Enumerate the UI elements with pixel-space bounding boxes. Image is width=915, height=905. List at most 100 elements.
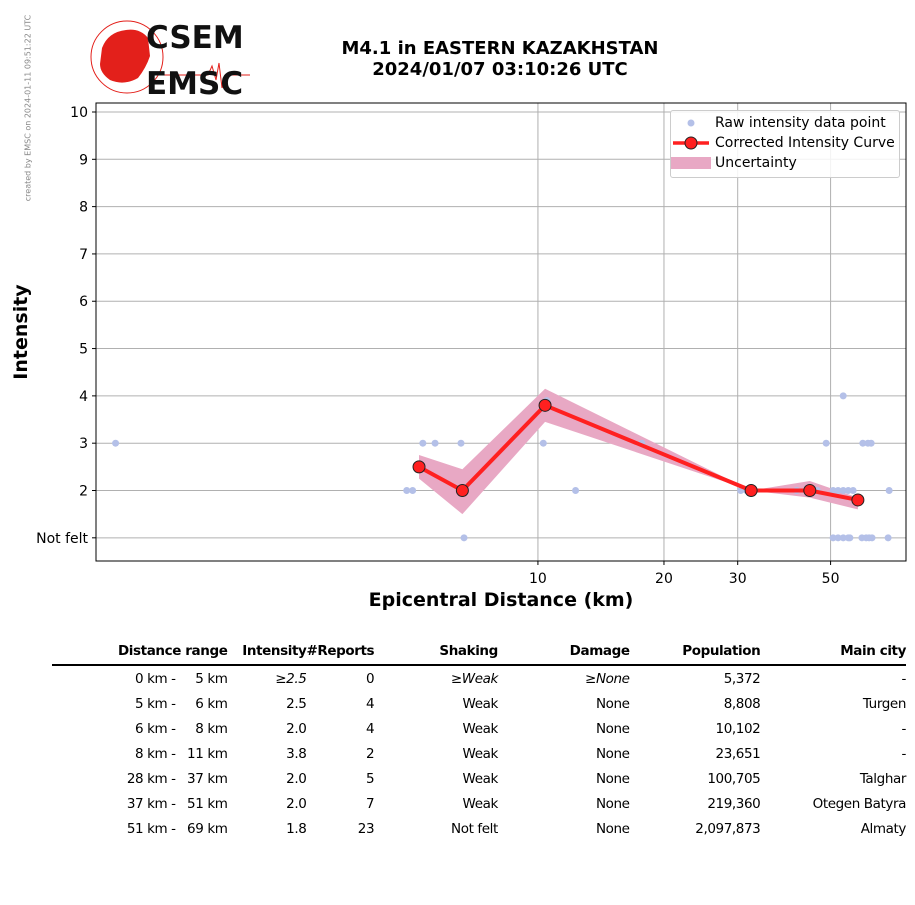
raw-data-point xyxy=(431,439,439,447)
column-header: #Reports xyxy=(306,640,375,666)
column-header: Main city xyxy=(760,640,906,666)
cell-reports: 2 xyxy=(365,745,375,762)
cell-city: Turgen xyxy=(862,695,907,712)
cell-intensity: 3.8 xyxy=(286,745,307,762)
cell-population: 8,808 xyxy=(723,695,761,712)
cell-to: 51 km xyxy=(187,795,228,812)
y-tick-label: 7 xyxy=(79,247,88,263)
cell-damage: None xyxy=(595,795,630,812)
corrected-intensity-point xyxy=(412,460,426,474)
cell-population: 219,360 xyxy=(707,795,761,812)
cell-damage: None xyxy=(595,720,630,737)
y-tick-label: 2 xyxy=(79,484,88,500)
cell-from: 8 km - xyxy=(135,745,176,762)
cell-city: Talghar xyxy=(859,770,907,787)
cell-population: 100,705 xyxy=(707,770,761,787)
emsc-logo: CSEM EMSC xyxy=(90,20,250,100)
column-header: Damage xyxy=(497,640,630,666)
cell-shaking: Weak xyxy=(462,770,499,787)
cell-to: 8 km xyxy=(195,720,228,737)
corrected-intensity-point xyxy=(851,493,865,507)
corrected-intensity-point xyxy=(803,484,817,498)
cell-damage: None xyxy=(595,695,630,712)
cell-damage: None xyxy=(595,770,630,787)
raw-data-point xyxy=(839,392,847,400)
x-axis-label: Epicentral Distance (km) xyxy=(369,589,634,611)
y-tick-label: 3 xyxy=(79,436,88,452)
x-tick-label: 10 xyxy=(529,571,547,587)
y-tick-label: 4 xyxy=(79,389,88,405)
raw-data-point xyxy=(460,534,468,542)
x-tick-label: 20 xyxy=(655,571,673,587)
table-row: 5 km - 6 km 2.5 4 Weak None 8,808 Turgen xyxy=(52,691,906,716)
y-tick-label: 8 xyxy=(79,200,88,216)
table-row: 37 km - 51 km 2.0 7 Weak None 219,360 Otegen Ba… xyxy=(52,791,907,816)
cell-population: 10,102 xyxy=(715,720,761,737)
logo-text-bottom: EMSC xyxy=(146,66,243,100)
raw-data-point xyxy=(539,439,547,447)
cell-reports: 0 xyxy=(365,670,375,687)
cell-intensity: 2.5 xyxy=(286,695,307,712)
cell-to: 6 km xyxy=(195,695,228,712)
raw-data-point xyxy=(859,439,867,447)
cell-shaking: Weak xyxy=(462,795,499,812)
table-row: 51 km - 69 km 1.8 23 Not felt None 2,097,873 Al… xyxy=(52,816,907,841)
raw-data-point xyxy=(839,534,847,542)
raw-data-point xyxy=(884,534,892,542)
y-tick-label: 9 xyxy=(79,152,88,168)
raw-data-point xyxy=(885,487,893,495)
cell-intensity: 2.0 xyxy=(286,795,307,812)
cell-population: 23,651 xyxy=(715,745,761,762)
raw-data-point xyxy=(829,534,837,542)
cell-from: 28 km - xyxy=(126,770,176,787)
cell-city: Otegen Batyra xyxy=(812,795,907,812)
cell-city: - xyxy=(901,670,907,687)
table-row: 6 km - 8 km 2.0 4 Weak None 10,102 - xyxy=(52,716,906,741)
raw-data-point xyxy=(834,534,842,542)
legend-raw-label: Raw intensity data point xyxy=(715,115,886,131)
legend-curve-label: Corrected Intensity Curve xyxy=(715,135,895,151)
cell-from: 5 km - xyxy=(135,695,176,712)
y-tick-label: Not felt xyxy=(36,531,88,547)
corrected-intensity-point xyxy=(538,398,552,412)
uncertainty-band xyxy=(419,388,858,515)
legend-curve-symbol xyxy=(673,136,709,150)
cell-from: 0 km - xyxy=(135,670,176,687)
cell-city: Almaty xyxy=(860,820,907,837)
raw-data-point xyxy=(867,439,875,447)
y-tick-label: 6 xyxy=(79,294,88,310)
y-axis-label: Intensity xyxy=(10,284,32,380)
cell-shaking: Weak xyxy=(462,745,499,762)
title-event: M4.1 in EASTERN KAZAKHSTAN xyxy=(341,38,659,59)
raw-data-point xyxy=(844,487,852,495)
intensity-table: Distance range Intensity #Reports Shaking Da… xyxy=(52,640,906,841)
raw-data-point xyxy=(829,487,837,495)
cell-reports: 4 xyxy=(365,695,375,712)
cell-to: 5 km xyxy=(195,670,228,687)
chart-title: M4.1 in EASTERN KAZAKHSTAN 2024/01/07 03… xyxy=(300,38,700,80)
legend-uncertainty-symbol xyxy=(671,157,711,169)
raw-data-point xyxy=(112,439,120,447)
cell-reports: 23 xyxy=(357,820,375,837)
raw-data-point xyxy=(419,439,427,447)
cell-population: 2,097,873 xyxy=(695,820,761,837)
cell-damage: None xyxy=(595,745,630,762)
cell-population: 5,372 xyxy=(723,670,761,687)
cell-city: - xyxy=(901,720,907,737)
y-tick-label: 5 xyxy=(79,342,88,358)
column-header: Intensity xyxy=(227,640,307,666)
cell-city: - xyxy=(901,745,907,762)
raw-data-point xyxy=(822,439,830,447)
raw-data-point xyxy=(849,487,857,495)
cell-shaking: Weak xyxy=(462,695,499,712)
column-header: Shaking xyxy=(374,640,498,666)
raw-data-point xyxy=(572,487,580,495)
cell-shaking: Not felt xyxy=(451,820,498,837)
cell-from: 6 km - xyxy=(135,720,176,737)
cell-shaking: ≥Weak xyxy=(450,670,498,687)
corrected-intensity-point xyxy=(455,484,469,498)
raw-data-point xyxy=(868,534,876,542)
cell-from: 51 km - xyxy=(126,820,176,837)
table-row: 28 km - 37 km 2.0 5 Weak None 100,705 Talghar xyxy=(52,766,907,791)
